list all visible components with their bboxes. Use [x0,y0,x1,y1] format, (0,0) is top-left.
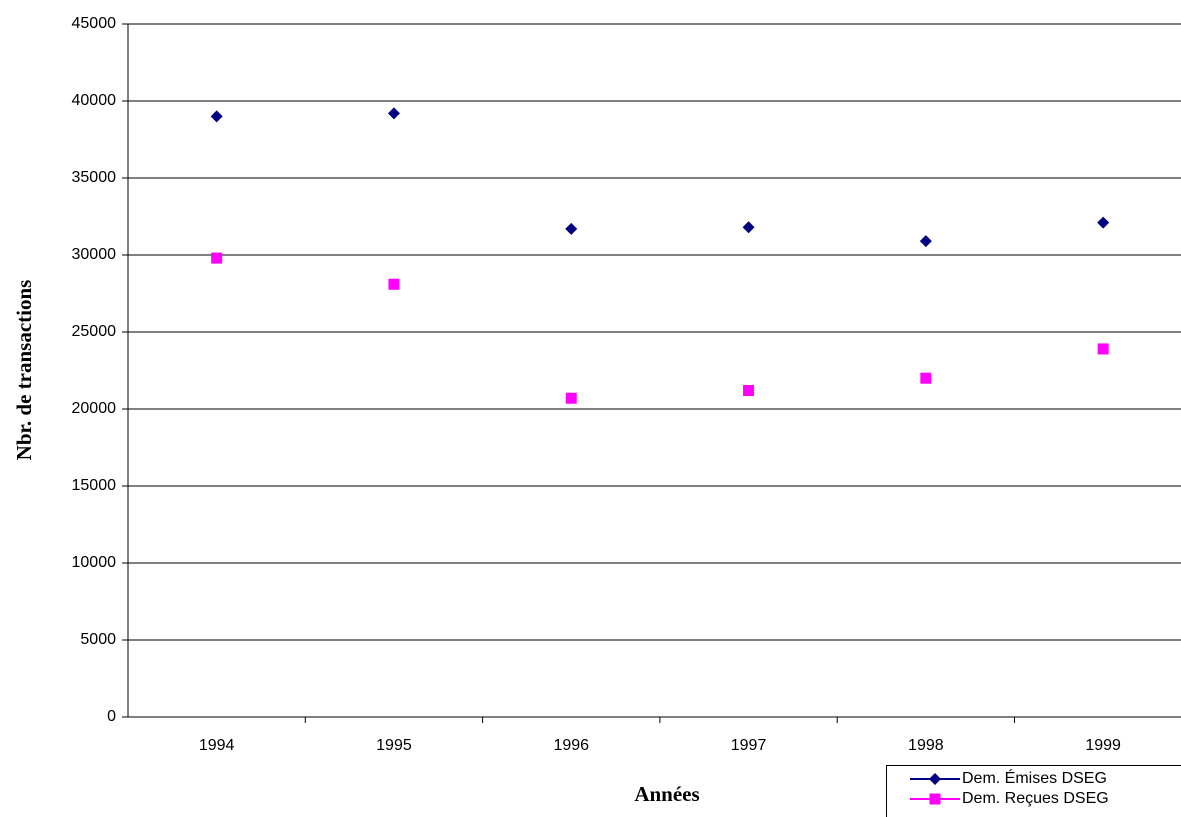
y-axis-title: Nbr. de transactions [12,280,36,461]
x-tick-label: 1996 [553,737,589,754]
y-tick-label: 30000 [72,246,117,263]
data-point [565,392,577,404]
data-point [919,235,932,248]
legend-label: Dem. Reçues DSEG [962,790,1109,807]
data-point [388,278,400,290]
data-point [920,372,932,384]
x-tick-label: 1995 [376,737,412,754]
y-tick-label: 40000 [72,92,117,109]
y-tick-label: 20000 [72,400,117,417]
data-point [742,221,755,234]
data-point [1097,343,1109,355]
y-tick-label: 5000 [80,631,116,648]
data-point [210,110,223,123]
x-tick-label: 1998 [908,737,944,754]
x-tick-label: 1997 [731,737,767,754]
data-point [565,222,578,235]
data-point [387,107,400,120]
x-tick-label: 1994 [199,737,235,754]
data-point [1097,216,1110,229]
y-tick-label: 35000 [72,169,117,186]
legend-marker [929,773,941,785]
legend-label: Dem. Émises DSEG [962,768,1107,787]
y-tick-label: 10000 [72,554,117,571]
x-tick-label: 1999 [1085,737,1121,754]
y-tick-label: 25000 [72,323,117,340]
legend-marker [929,793,941,805]
y-tick-label: 45000 [72,15,117,32]
x-axis-title: Années [634,782,699,806]
y-tick-label: 15000 [72,477,117,494]
data-point [743,385,755,397]
data-point [211,252,223,264]
y-tick-label: 0 [107,708,116,725]
